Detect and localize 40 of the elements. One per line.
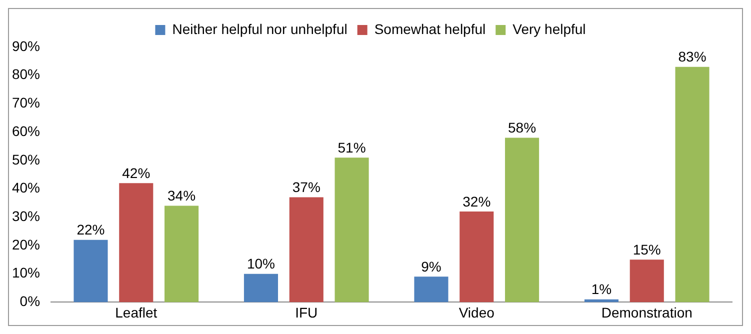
y-tick-label: 60% bbox=[12, 122, 40, 139]
legend-label: Neither helpful nor unhelpful bbox=[172, 20, 348, 37]
x-tick-label: Demonstration bbox=[601, 304, 692, 320]
bar bbox=[460, 211, 494, 302]
y-tick-label: 30% bbox=[12, 208, 40, 224]
data-label: 51% bbox=[338, 139, 366, 156]
legend-label: Very helpful bbox=[512, 20, 586, 37]
bar bbox=[289, 197, 324, 302]
data-label: 1% bbox=[591, 281, 612, 298]
legend-label: Somewhat helpful bbox=[374, 20, 486, 37]
y-tick-label: 0% bbox=[20, 293, 40, 310]
x-tick-label: Video bbox=[458, 304, 495, 320]
y-tick-label: 40% bbox=[12, 180, 40, 196]
data-label: 22% bbox=[76, 222, 105, 238]
data-label: 58% bbox=[508, 120, 536, 136]
bar bbox=[630, 260, 664, 302]
y-tick-label: 90% bbox=[12, 38, 40, 54]
bar bbox=[675, 66, 710, 302]
data-label: 37% bbox=[292, 179, 320, 196]
data-label: 9% bbox=[421, 258, 442, 275]
data-label: 10% bbox=[246, 256, 276, 272]
data-label: 42% bbox=[122, 164, 150, 181]
y-tick-label: 20% bbox=[12, 236, 40, 252]
bar bbox=[119, 183, 154, 302]
bar bbox=[334, 158, 369, 302]
bar bbox=[164, 206, 199, 302]
data-label: 32% bbox=[462, 193, 491, 210]
y-tick-label: 50% bbox=[12, 151, 40, 168]
data-label: 34% bbox=[168, 188, 196, 204]
bar bbox=[74, 240, 108, 302]
bar bbox=[505, 138, 540, 302]
data-label: 83% bbox=[678, 48, 706, 65]
bar bbox=[244, 274, 278, 302]
x-tick-label: Leaflet bbox=[115, 304, 158, 320]
bar bbox=[414, 276, 448, 302]
y-tick-label: 80% bbox=[12, 66, 40, 82]
x-tick-label: IFU bbox=[295, 304, 318, 320]
data-label: 15% bbox=[632, 242, 661, 258]
y-tick-label: 10% bbox=[12, 264, 40, 281]
y-tick-label: 70% bbox=[12, 94, 40, 111]
